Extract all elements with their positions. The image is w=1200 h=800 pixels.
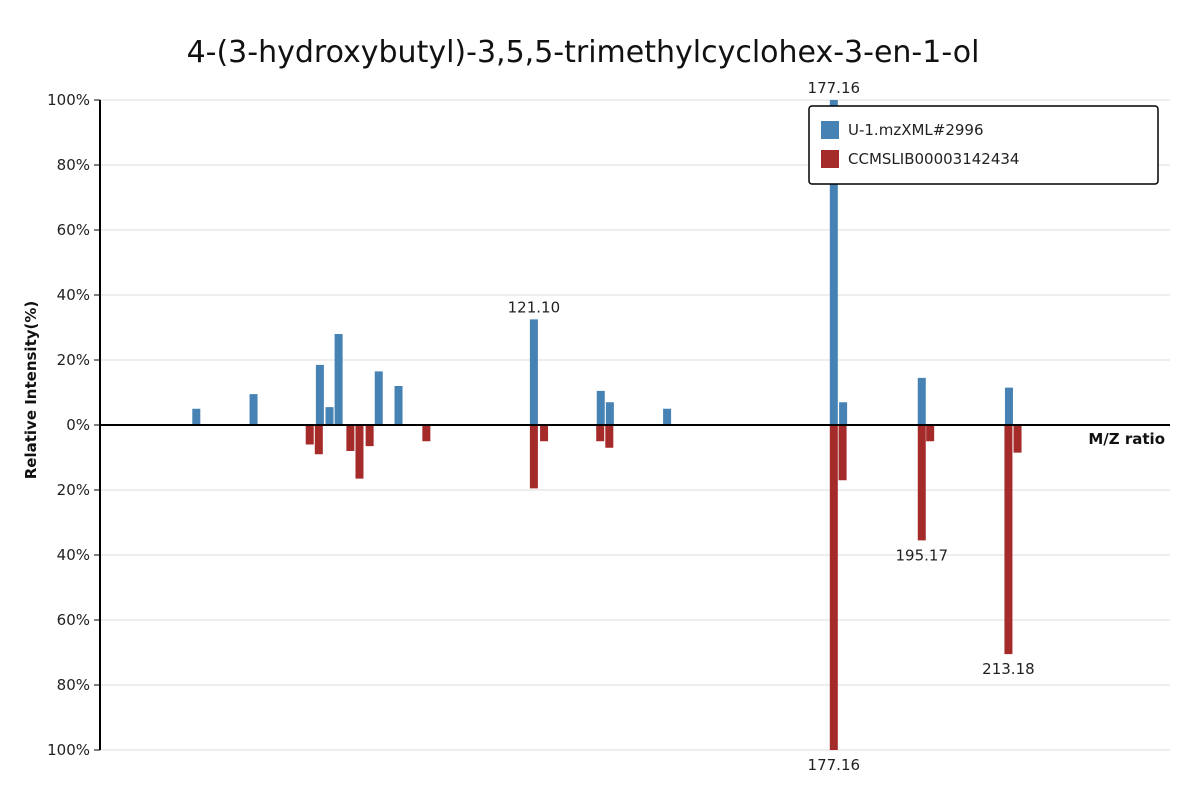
legend: U-1.mzXML#2996 CCMSLIB00003142434 — [808, 105, 1159, 185]
chart-title: 4-(3-hydroxybutyl)-3,5,5-trimethylcycloh… — [187, 35, 980, 70]
peak-bar-query — [1004, 387, 1013, 425]
y-tick-label: 0% — [66, 416, 90, 434]
peak-bar-library — [305, 425, 314, 445]
peak-bar-query — [663, 408, 672, 425]
legend-label-ccmslib: CCMSLIB00003142434 — [848, 150, 1019, 168]
legend-swatch-u1 — [821, 121, 839, 139]
y-tick-label: 20% — [57, 481, 90, 499]
peak-bar-query — [829, 100, 838, 425]
peak-bar-query — [192, 408, 201, 425]
legend-label-u1: U-1.mzXML#2996 — [848, 121, 984, 139]
peak-bar-query — [596, 390, 605, 425]
legend-box — [808, 105, 1159, 185]
y-tick-label: 60% — [57, 221, 90, 239]
peak-bar-library — [838, 425, 847, 481]
y-tick-label: 40% — [57, 286, 90, 304]
bars-layer — [192, 100, 1022, 750]
peak-bar-library — [365, 425, 374, 447]
y-tick-label: 20% — [57, 351, 90, 369]
peak-bar-library — [829, 425, 838, 750]
peak-bar-library — [917, 425, 926, 541]
peak-bar-library — [422, 425, 431, 442]
peak-bar-query — [374, 371, 383, 425]
peak-bar-library — [596, 425, 605, 442]
peak-bar-query — [334, 334, 343, 425]
peak-bar-query — [605, 402, 614, 425]
x-axis-title: M/Z ratio — [1088, 430, 1165, 448]
peak-bar-library — [346, 425, 355, 451]
y-tick-label: 100% — [47, 741, 90, 759]
axis-layer: 100% 80% 60% 40% 20% 0% 20% 40% 60% 80% 100% — [47, 91, 1170, 759]
peak-bar-library — [314, 425, 323, 455]
legend-swatch-ccmslib — [821, 150, 839, 168]
peak-label: 195.17 — [896, 546, 949, 564]
peak-bar-library — [540, 425, 549, 442]
y-tick-label: 40% — [57, 546, 90, 564]
labels-layer: 121.10 177.16 195.17 213.18 177.16 — [508, 79, 1035, 774]
peak-bar-query — [249, 394, 258, 425]
y-axis-title: Relative Intensity(%) — [22, 301, 40, 480]
peak-bar-library — [1004, 425, 1013, 655]
peak-label: 213.18 — [982, 660, 1035, 678]
peak-bar-library — [1013, 425, 1022, 453]
peak-bar-query — [529, 319, 538, 425]
y-tick-label: 80% — [57, 676, 90, 694]
peak-bar-query — [394, 386, 403, 425]
peak-label: 177.16 — [808, 756, 861, 774]
peak-bar-library — [605, 425, 614, 448]
y-tick-label: 80% — [57, 156, 90, 174]
peak-bar-library — [355, 425, 364, 479]
y-tick-label: 100% — [47, 91, 90, 109]
peak-label: 121.10 — [508, 298, 561, 316]
peak-bar-query — [325, 407, 334, 425]
peak-bar-query — [917, 377, 926, 425]
peak-bar-query — [315, 364, 324, 425]
peak-bar-library — [529, 425, 538, 489]
peak-label: 177.16 — [808, 79, 861, 97]
peak-bar-library — [926, 425, 935, 442]
y-tick-label: 60% — [57, 611, 90, 629]
peak-bar-query — [839, 402, 848, 425]
grid-layer — [100, 99, 1170, 751]
